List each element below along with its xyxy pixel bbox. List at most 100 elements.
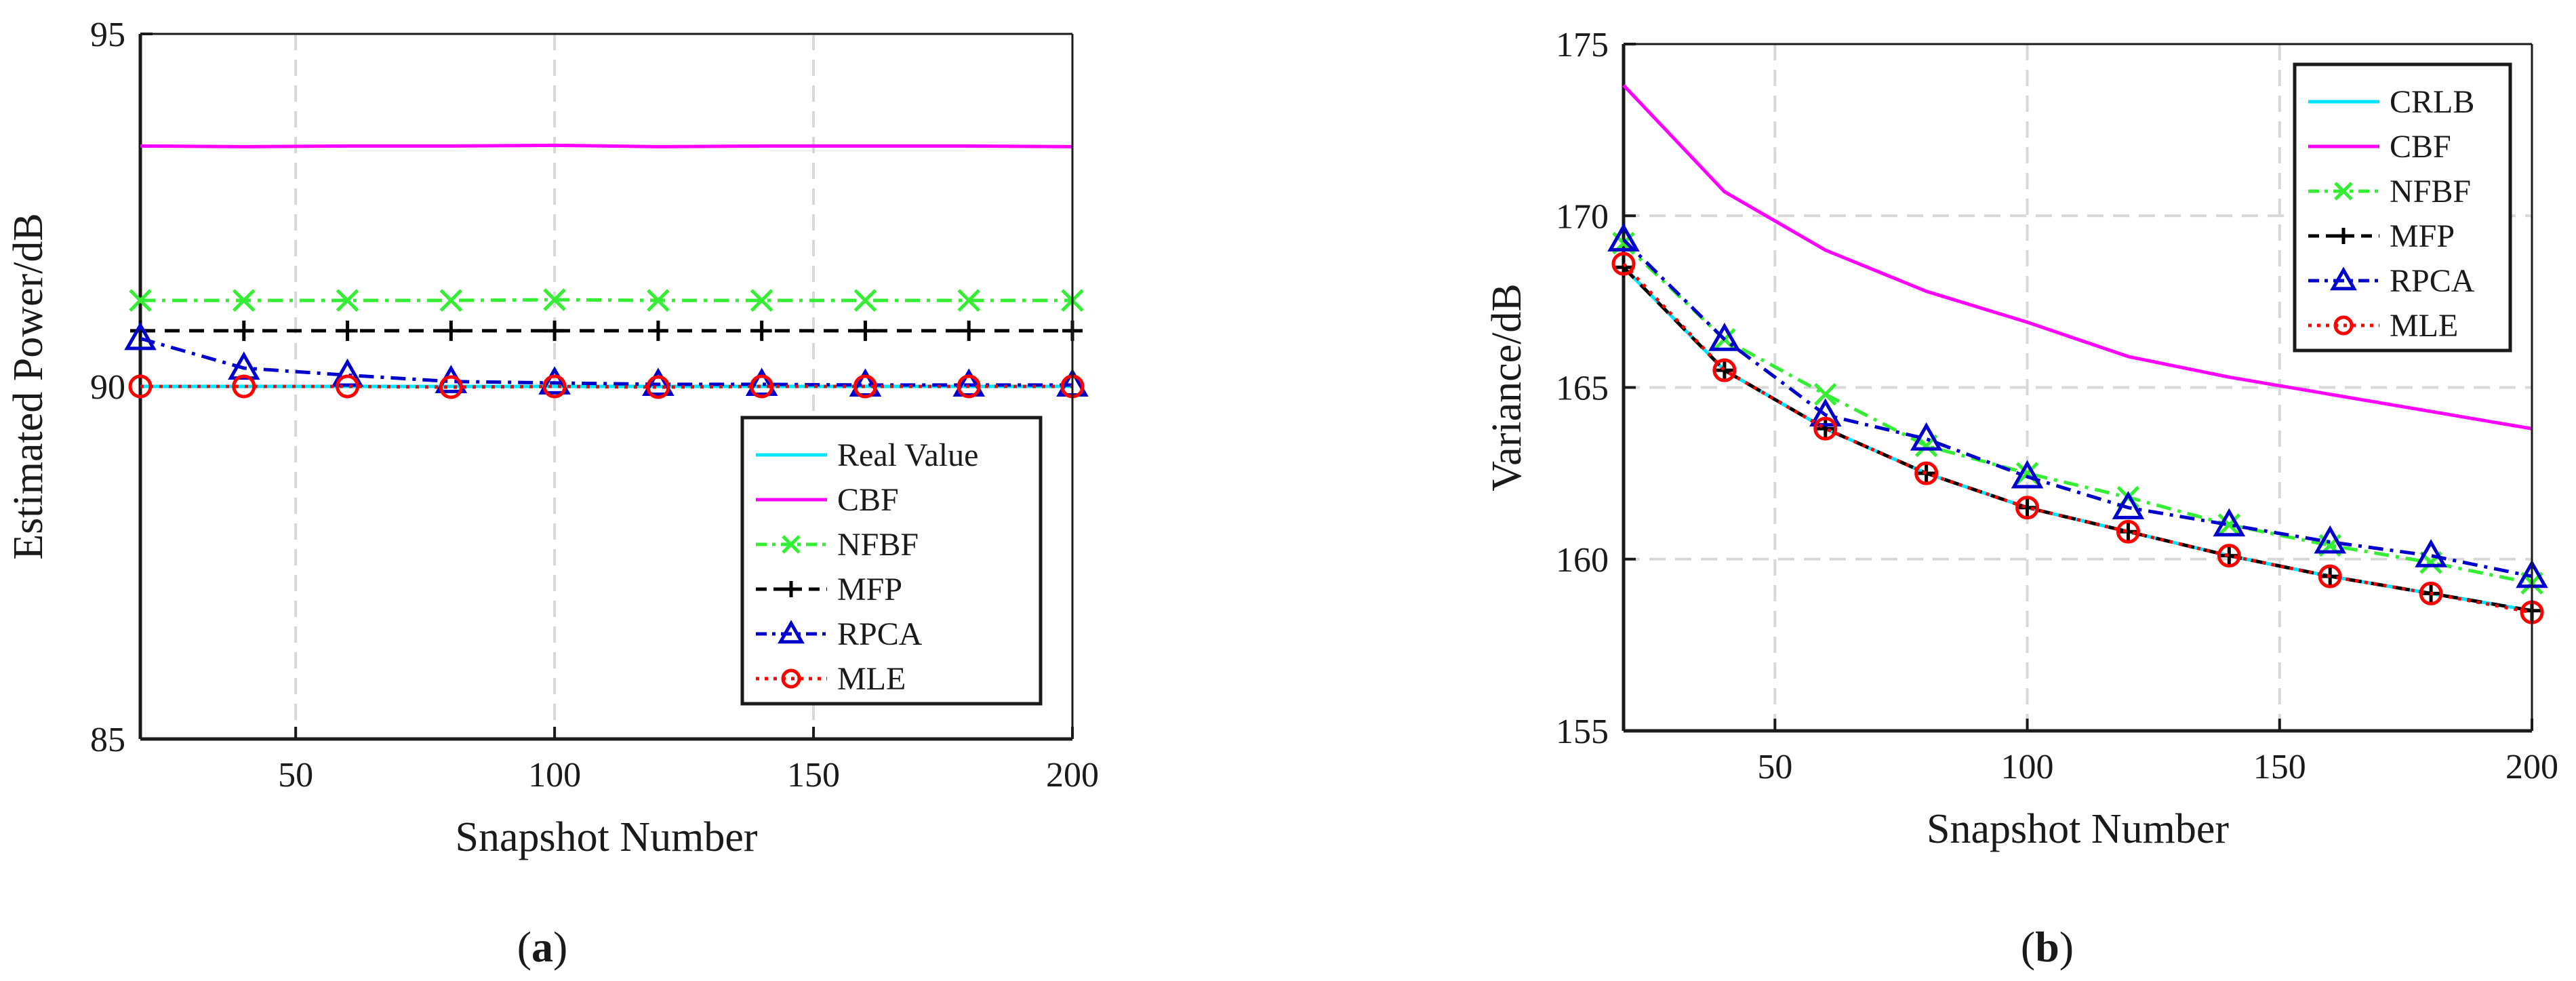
- point-rpca-a: [642, 367, 675, 397]
- x-axis-label-a: Snapshot Number: [455, 814, 757, 860]
- legend-box-b: [2293, 62, 2512, 353]
- legend-label-rpca-a: RPCA: [837, 616, 923, 652]
- point-nfbf-a: [129, 289, 152, 312]
- y-tick-label-b: 165: [1556, 369, 1609, 408]
- y-tick-label-b: 170: [1556, 197, 1609, 236]
- series-cbf-b: [1622, 84, 2533, 431]
- legend-marker-rpca-a: [778, 620, 805, 644]
- point-nfbf-a: [439, 289, 463, 312]
- legend-marker-nfbf-a: [782, 535, 801, 554]
- point-mle-b: [2318, 564, 2342, 588]
- point-mfp-a: [337, 320, 358, 341]
- caption-a: (a): [517, 923, 568, 971]
- point-mle-a: [232, 374, 256, 399]
- x-tick-label-b: 200: [2505, 748, 2558, 786]
- line-mle-b: [1622, 262, 2533, 614]
- point-mle-b: [1611, 252, 1636, 276]
- line-cbf-b: [1622, 84, 2533, 431]
- caption-b-letter: b: [2035, 923, 2059, 971]
- point-mle-a: [646, 375, 670, 399]
- series-mle-b: [1611, 252, 2544, 624]
- legend-marker-mle-b: [2333, 315, 2354, 336]
- point-nfbf-a: [336, 289, 359, 312]
- legend-label-nfbf-b: NFBF: [2390, 174, 2471, 209]
- point-rpca-b: [2213, 508, 2246, 537]
- legend-label-rpca-b: RPCA: [2390, 263, 2475, 299]
- point-mle-a: [128, 374, 153, 399]
- x-tick-label-b: 100: [2001, 748, 2054, 786]
- legend-marker-mfp-b: [2335, 228, 2352, 244]
- caption-a-letter: a: [531, 923, 553, 971]
- legend-marker-mfp-a: [783, 581, 799, 597]
- point-mfp-a: [855, 320, 876, 341]
- x-tick-label-b: 50: [1757, 748, 1792, 786]
- legend-label-real-value-a: Real Value: [837, 437, 978, 473]
- legend-label-nfbf-a: NFBF: [837, 527, 919, 563]
- point-rpca-b: [1910, 422, 1943, 451]
- y-axis-label-b: Variance/dB: [1484, 283, 1530, 491]
- point-nfbf-a: [853, 289, 877, 312]
- x-tick-label-b: 150: [2253, 748, 2306, 786]
- legend-label-mle-a: MLE: [837, 661, 906, 697]
- point-mfp-a: [647, 320, 668, 341]
- point-rpca-a: [745, 367, 778, 397]
- point-mle-a: [853, 374, 877, 399]
- legend-a: Real Value CBF NFBF MFP RPCA MLE: [740, 416, 1043, 706]
- point-mle-a: [957, 374, 981, 399]
- legend-marker-rpca-b: [2330, 266, 2357, 291]
- series-nfbf-a: [129, 288, 1084, 312]
- line-mfp-b: [1622, 266, 2533, 613]
- line-rpca-b: [1622, 238, 2533, 578]
- point-nfbf-a: [647, 289, 670, 312]
- point-mle-b: [2015, 496, 2040, 520]
- line-nfbf-b: [1622, 241, 2533, 585]
- series-cbf-a: [140, 143, 1073, 148]
- legend-box-a: [740, 416, 1043, 706]
- point-mfp-a: [751, 320, 772, 341]
- point-mle-b: [1712, 358, 1737, 382]
- y-tick-label-a: 95: [90, 16, 125, 54]
- point-mle-b: [1914, 461, 1939, 485]
- y-tick-label-b: 175: [1556, 26, 1609, 64]
- point-rpca-b: [1708, 323, 1741, 351]
- point-mfp-b: [1714, 360, 1735, 381]
- y-tick-label-b: 160: [1556, 541, 1609, 580]
- point-nfbf-b: [1814, 382, 1837, 406]
- point-mle-b: [1813, 416, 1838, 441]
- chart-a: (a) 50 100 150 200 85 90 95 Snapshot Number Esti…: [5, 16, 1099, 971]
- point-rpca-b: [2011, 460, 2044, 489]
- point-rpca-b: [2415, 539, 2447, 567]
- legend-label-mfp-a: MFP: [837, 572, 902, 607]
- y-tick-label-a: 85: [90, 721, 125, 759]
- y-tick-label-a: 90: [90, 368, 125, 407]
- point-rpca-b: [2314, 525, 2347, 554]
- point-nfbf-a: [957, 289, 980, 312]
- legend-label-cbf-a: CBF: [837, 482, 899, 518]
- point-rpca-a: [538, 366, 571, 395]
- point-mfp-a: [959, 320, 980, 341]
- point-mle-a: [750, 374, 774, 399]
- point-mfp-a: [544, 320, 565, 341]
- legend-label-mle-b: MLE: [2390, 308, 2458, 344]
- point-rpca-b: [2112, 491, 2145, 519]
- point-rpca-a: [124, 321, 157, 351]
- series-rpca-a: [124, 321, 1089, 397]
- y-tick-label-b: 155: [1556, 713, 1609, 751]
- point-mfp-a: [233, 320, 254, 341]
- point-mle-a: [336, 374, 360, 399]
- point-rpca-b: [1809, 398, 1842, 427]
- line-rpca-a: [140, 336, 1072, 387]
- point-mle-b: [2217, 544, 2241, 568]
- legend-marker-mle-a: [781, 668, 801, 689]
- point-mle-a: [439, 375, 463, 399]
- point-nfbf-a: [543, 288, 566, 311]
- point-mle-b: [2419, 581, 2443, 605]
- point-nfbf-b: [2217, 513, 2241, 536]
- point-mfp-b: [1916, 463, 1937, 484]
- series-rpca-b: [1607, 223, 2548, 588]
- point-mfp-a: [441, 320, 462, 341]
- legend-b: CRLB CBF NFBF MFP RPCA MLE: [2293, 62, 2512, 353]
- legend-label-crlb-b: CRLB: [2390, 84, 2474, 120]
- point-rpca-a: [331, 358, 364, 387]
